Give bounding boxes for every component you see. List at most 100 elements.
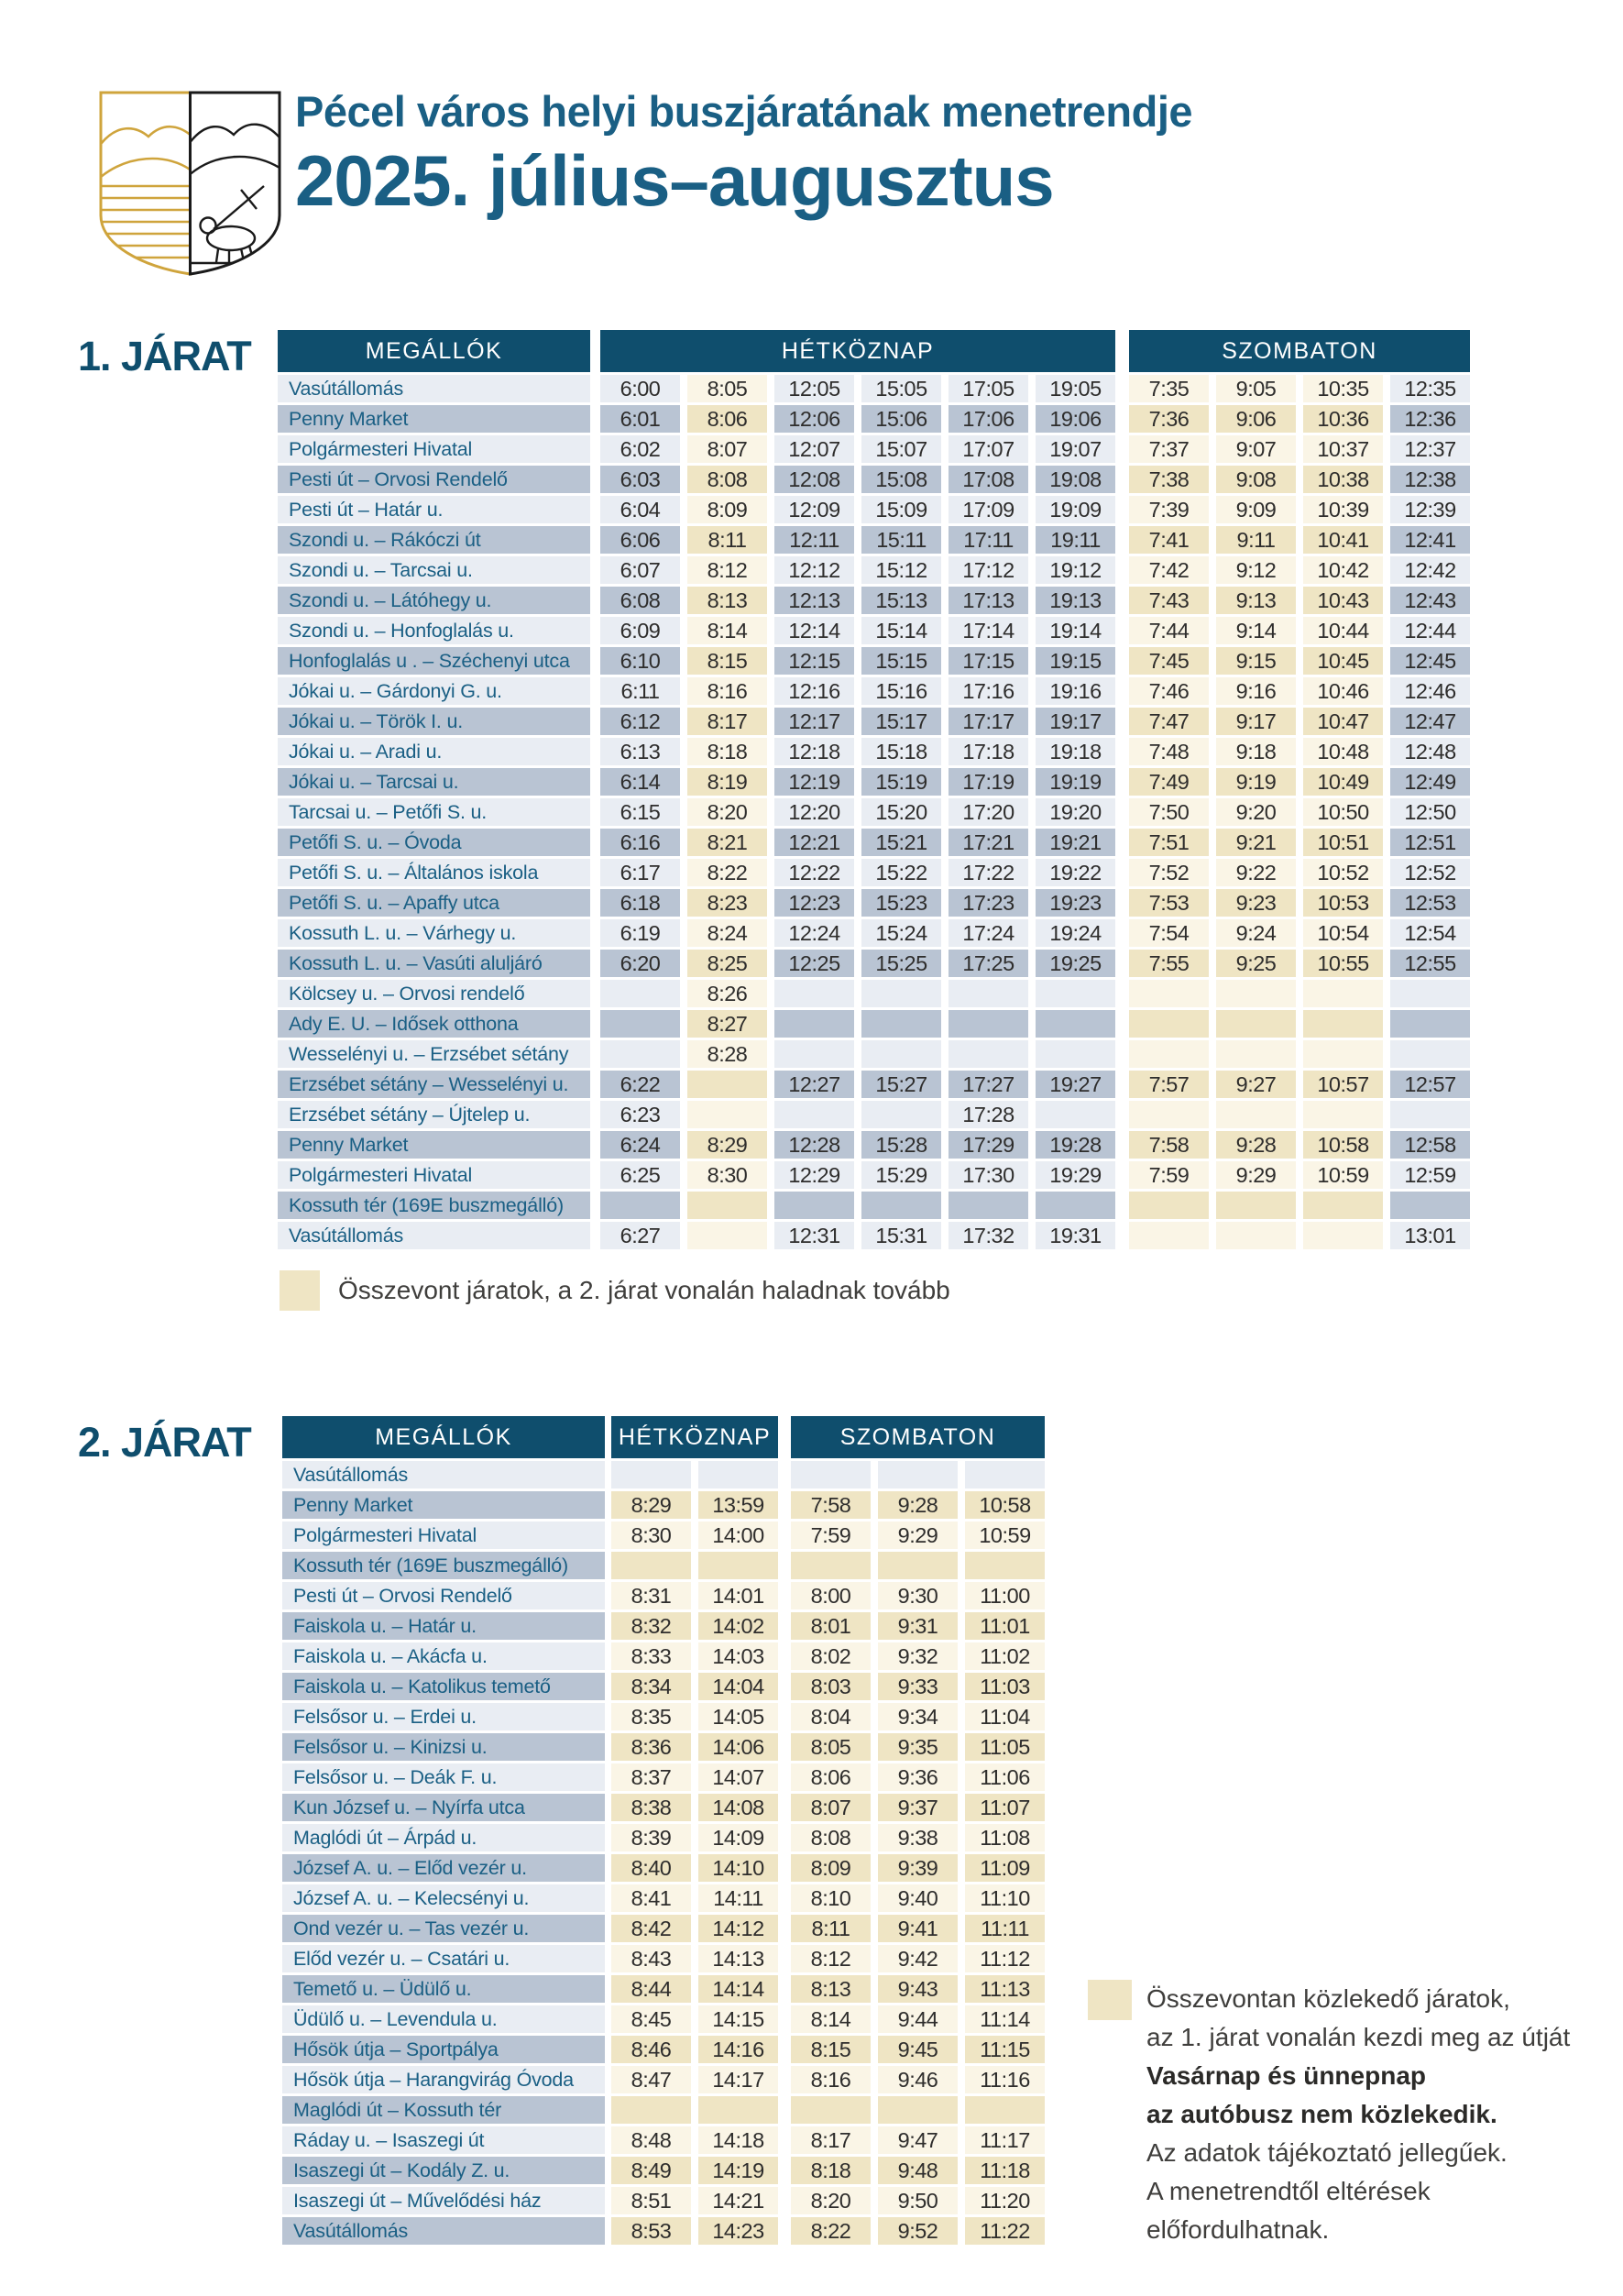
table-row: Erzsébet sétány – Wesselényi u. 6:22 12:27…: [278, 1071, 1470, 1098]
time-cell: [774, 980, 854, 1007]
table-row: Faiskola u. – Határ u. 8:32 14:02 8:01 9:31 1…: [282, 1612, 1045, 1640]
time-cell: [1303, 1192, 1383, 1219]
time-cell: 19:14: [1036, 617, 1115, 644]
table-row: Felsősor u. – Deák F. u. 8:37 14:07 8:06 9:3…: [282, 1763, 1045, 1791]
time-cell: [965, 1552, 1045, 1579]
table-row: Pesti út – Orvosi Rendelő 6:03 8:08 12:08 15…: [278, 466, 1470, 493]
time-cell: 12:53: [1390, 889, 1470, 917]
time-cell: 8:06: [687, 405, 767, 433]
stop-cell: Maglódi út – Kossuth tér: [282, 2096, 605, 2124]
time-cell: 12:18: [774, 738, 854, 765]
time-cell: 12:46: [1390, 677, 1470, 705]
table-row: Jókai u. – Török I. u. 6:12 8:17 12:17 15:17…: [278, 708, 1470, 735]
time-cell: 14:23: [698, 2217, 778, 2245]
time-cell: 17:07: [949, 435, 1028, 463]
table-row: Polgármesteri Hivatal 6:02 8:07 12:07 15:07 1…: [278, 435, 1470, 463]
time-cell: 7:39: [1129, 496, 1209, 523]
time-cell: 17:32: [949, 1222, 1028, 1249]
time-cell: 7:50: [1129, 798, 1209, 826]
table-row: Szondi u. – Látóhegy u. 6:08 8:13 12:13 15:1…: [278, 587, 1470, 614]
stop-cell: József A. u. – Előd vezér u.: [282, 1854, 605, 1882]
time-cell: 15:28: [861, 1131, 941, 1159]
time-cell: 17:15: [949, 647, 1028, 675]
table-row: Petőfi S. u. – Óvoda 6:16 8:21 12:21 15:21 17…: [278, 829, 1470, 856]
time-cell: 8:07: [791, 1794, 871, 1821]
logo-left-gold-half: [101, 125, 191, 259]
time-cell: 15:17: [861, 708, 941, 735]
time-cell: 8:33: [611, 1642, 691, 1670]
stop-cell: Kun József u. – Nyírfa utca: [282, 1794, 605, 1821]
time-cell: [1036, 1101, 1115, 1128]
time-cell: 7:42: [1129, 556, 1209, 584]
table-row: Kölcsey u. – Orvosi rendelő 8:26: [278, 980, 1470, 1007]
note-line: az 1. járat vonalán kezdi meg az útját: [1146, 2023, 1571, 2051]
table-row: Ady E. U. – Idősek otthona 8:27: [278, 1010, 1470, 1038]
time-cell: 15:09: [861, 496, 941, 523]
time-cell: 11:06: [965, 1763, 1045, 1791]
combined-service-swatch: [280, 1270, 320, 1311]
time-cell: 17:17: [949, 708, 1028, 735]
time-cell: 6:07: [600, 556, 680, 584]
time-cell: 12:59: [1390, 1161, 1470, 1189]
time-cell: 8:06: [791, 1763, 871, 1791]
stop-cell: Kossuth L. u. – Vasúti aluljáró: [278, 950, 590, 977]
time-cell: 12:21: [774, 829, 854, 856]
time-cell: 6:17: [600, 859, 680, 886]
time-cell: 9:29: [878, 1522, 958, 1549]
time-cell: 11:02: [965, 1642, 1045, 1670]
time-cell: 7:46: [1129, 677, 1209, 705]
time-cell: 14:21: [698, 2187, 778, 2214]
time-cell: 12:14: [774, 617, 854, 644]
time-cell: 12:47: [1390, 708, 1470, 735]
time-cell: 10:35: [1303, 375, 1383, 402]
table-row: Maglódi út – Árpád u. 8:39 14:09 8:08 9:38 11…: [282, 1824, 1045, 1851]
time-cell: 9:33: [878, 1673, 958, 1700]
time-cell: 10:54: [1303, 919, 1383, 947]
time-cell: 9:07: [1216, 435, 1296, 463]
time-cell: 12:08: [774, 466, 854, 493]
time-cell: 19:18: [1036, 738, 1115, 765]
time-cell: 6:06: [600, 526, 680, 554]
time-cell: 8:35: [611, 1703, 691, 1730]
time-cell: 14:07: [698, 1763, 778, 1791]
time-cell: 7:48: [1129, 738, 1209, 765]
time-cell: 10:59: [1303, 1161, 1383, 1189]
time-cell: 8:12: [791, 1945, 871, 1972]
time-cell: 8:09: [687, 496, 767, 523]
time-cell: [1390, 1040, 1470, 1068]
time-cell: 12:37: [1390, 435, 1470, 463]
time-cell: 15:21: [861, 829, 941, 856]
time-cell: [611, 2096, 691, 2124]
route1-label: 1. JÁRAT: [78, 333, 252, 379]
time-cell: 7:35: [1129, 375, 1209, 402]
time-cell: 8:31: [611, 1582, 691, 1609]
time-cell: [1303, 980, 1383, 1007]
time-cell: 11:00: [965, 1582, 1045, 1609]
time-cell: 15:20: [861, 798, 941, 826]
time-cell: 19:11: [1036, 526, 1115, 554]
time-cell: [1129, 980, 1209, 1007]
time-cell: 8:30: [687, 1161, 767, 1189]
time-cell: 17:28: [949, 1101, 1028, 1128]
time-cell: 14:13: [698, 1945, 778, 1972]
time-cell: [1390, 1192, 1470, 1219]
table-row: Vasútállomás 8:53 14:23 8:22 9:52 11:22: [282, 2217, 1045, 2245]
stop-cell: Vasútállomás: [282, 2217, 605, 2245]
time-cell: 17:19: [949, 768, 1028, 796]
time-cell: 9:23: [1216, 889, 1296, 917]
table-row: Isaszegi út – Művelődési ház 8:51 14:21 8:2…: [282, 2187, 1045, 2214]
time-cell: 9:06: [1216, 405, 1296, 433]
time-cell: 10:58: [1303, 1131, 1383, 1159]
table-row: Felsősor u. – Kinizsi u. 8:36 14:06 8:05 9:3…: [282, 1733, 1045, 1761]
time-cell: 8:08: [791, 1824, 871, 1851]
time-cell: [791, 1552, 871, 1579]
time-cell: 9:34: [878, 1703, 958, 1730]
time-cell: 9:40: [878, 1884, 958, 1912]
time-cell: 12:15: [774, 647, 854, 675]
time-cell: [600, 1192, 680, 1219]
time-cell: 8:46: [611, 2036, 691, 2063]
time-cell: 19:29: [1036, 1161, 1115, 1189]
time-cell: 9:35: [878, 1733, 958, 1761]
note-line: Vasárnap és ünnepnap: [1146, 2061, 1426, 2090]
time-cell: 9:30: [878, 1582, 958, 1609]
